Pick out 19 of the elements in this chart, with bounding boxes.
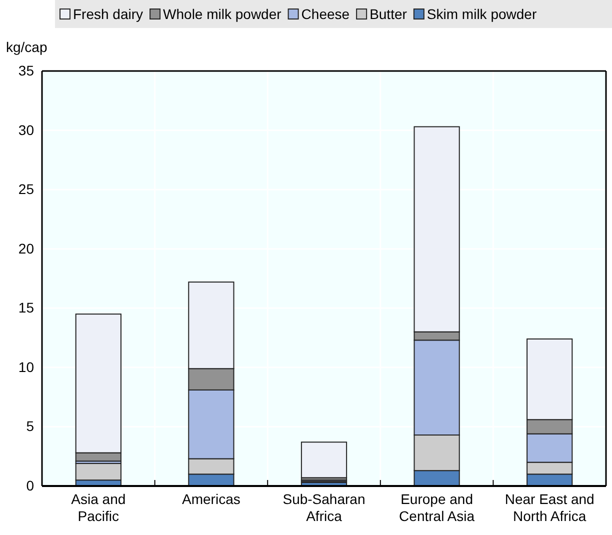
y-axis-title: kg/cap: [6, 39, 48, 55]
y-tick-label: 0: [26, 477, 34, 494]
y-tick-label: 5: [26, 418, 34, 434]
y-tick-label: 25: [18, 181, 34, 198]
y-tick-label: 20: [18, 240, 34, 256]
legend-label: Cheese: [301, 6, 350, 22]
y-tick-label: 35: [18, 62, 34, 78]
x-tick-label: Asia and Pacific: [71, 491, 126, 524]
legend-label: Fresh dairy: [73, 6, 144, 22]
legend-label: Whole milk powder: [163, 6, 282, 22]
y-tick-label: 30: [18, 122, 34, 138]
x-tick-label: Near East and North Africa: [504, 491, 594, 524]
y-tick-label: 15: [18, 300, 34, 316]
legend-label: Butter: [370, 6, 408, 22]
legend-label: Skim milk powder: [426, 6, 537, 22]
x-tick-label: Sub-Saharan Africa: [282, 491, 366, 524]
y-tick-label: 10: [18, 358, 34, 375]
x-tick-label: Europe and Central Asia: [399, 491, 475, 524]
x-tick-label: Americas: [182, 491, 240, 507]
